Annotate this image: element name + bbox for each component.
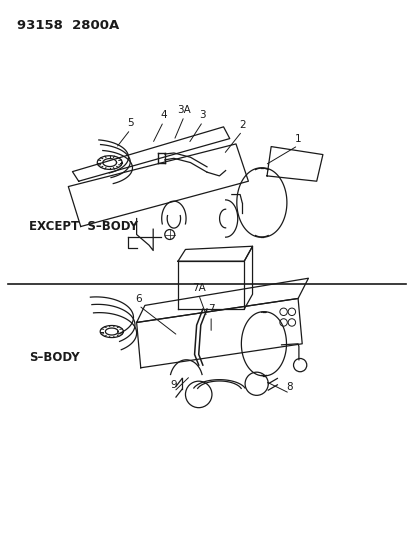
Text: S–BODY: S–BODY xyxy=(29,351,79,364)
Text: 2: 2 xyxy=(238,119,245,130)
Text: 3A: 3A xyxy=(177,104,191,115)
Text: EXCEPT  S–BODY: EXCEPT S–BODY xyxy=(29,220,138,233)
Text: 1: 1 xyxy=(294,134,301,144)
Text: 8: 8 xyxy=(286,382,292,392)
Text: 7A: 7A xyxy=(191,283,205,293)
Text: 3: 3 xyxy=(199,110,206,120)
Text: 4: 4 xyxy=(160,110,166,120)
Text: 93158  2800A: 93158 2800A xyxy=(17,19,119,31)
Text: 5: 5 xyxy=(127,118,133,128)
Text: 9: 9 xyxy=(170,380,177,390)
Text: 6: 6 xyxy=(135,294,142,304)
Text: 7: 7 xyxy=(207,304,214,314)
